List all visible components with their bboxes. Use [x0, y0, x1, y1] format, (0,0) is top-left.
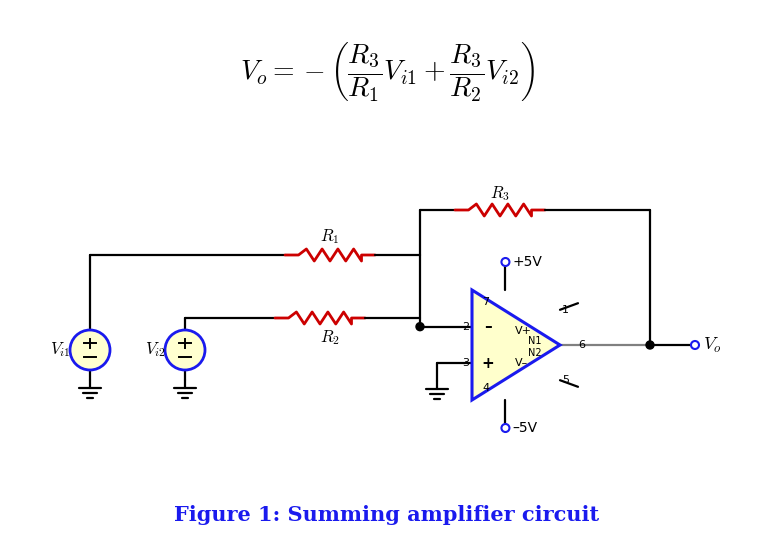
Text: 3: 3 [462, 358, 469, 368]
Text: $R_3$: $R_3$ [490, 185, 510, 203]
Text: $R_1$: $R_1$ [320, 227, 340, 246]
Text: $V_o = -\left(\dfrac{R_3}{R_1}V_{i1} + \dfrac{R_3}{R_2}V_{i2}\right)$: $V_o = -\left(\dfrac{R_3}{R_1}V_{i1} + \… [240, 41, 534, 103]
Text: N2: N2 [529, 348, 542, 358]
Text: –5V: –5V [512, 421, 538, 435]
Text: 5: 5 [562, 375, 569, 385]
Circle shape [502, 258, 509, 266]
Text: 1: 1 [562, 305, 569, 315]
Text: –: – [484, 319, 491, 334]
Text: $V_{i1}$: $V_{i1}$ [50, 341, 70, 359]
Circle shape [416, 322, 424, 331]
Text: $V_{i2}$: $V_{i2}$ [145, 341, 166, 359]
Text: 2: 2 [462, 322, 469, 332]
Circle shape [70, 330, 110, 370]
Text: N1: N1 [529, 336, 542, 346]
Text: $R_2$: $R_2$ [320, 329, 340, 348]
Text: 6: 6 [578, 340, 585, 350]
Circle shape [691, 341, 699, 349]
Text: Figure 1: Summing amplifier circuit: Figure 1: Summing amplifier circuit [174, 505, 600, 525]
Circle shape [646, 341, 654, 349]
Circle shape [165, 330, 205, 370]
Circle shape [502, 424, 509, 432]
Text: 4: 4 [482, 383, 489, 393]
Text: $V_o$: $V_o$ [703, 335, 721, 355]
Text: V+: V+ [515, 326, 533, 336]
Text: V–: V– [515, 358, 529, 368]
Polygon shape [472, 290, 560, 400]
Text: +5V: +5V [512, 255, 543, 269]
Text: 7: 7 [482, 297, 489, 307]
Text: +: + [481, 356, 495, 371]
